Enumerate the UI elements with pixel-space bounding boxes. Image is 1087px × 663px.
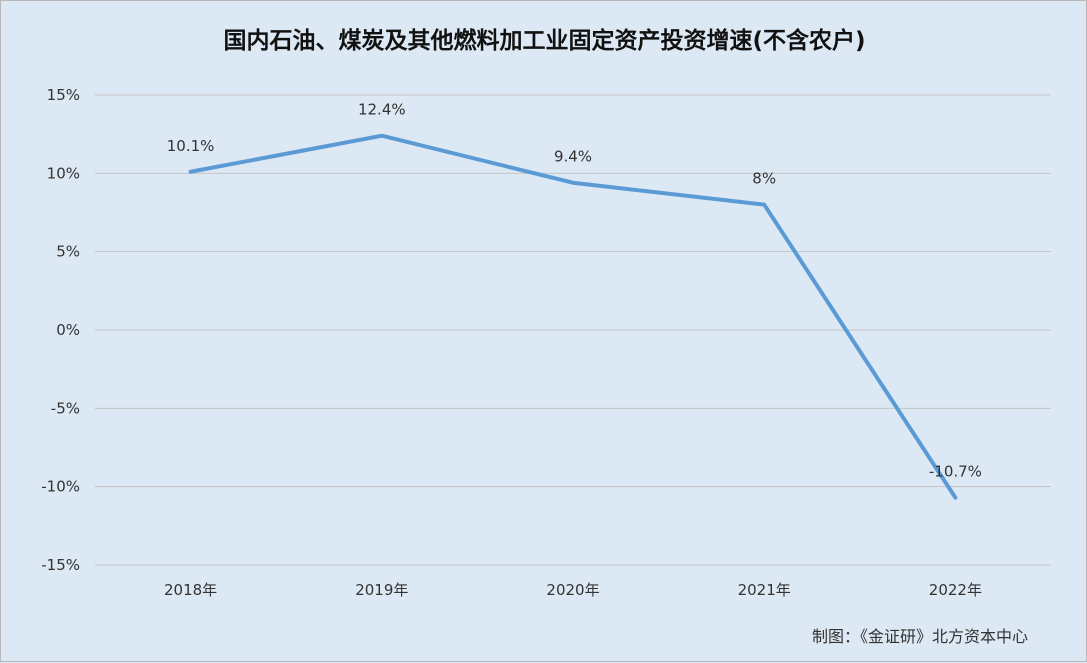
y-tick-label: -10% [41, 478, 80, 496]
y-tick-label: 5% [56, 243, 80, 261]
y-tick-label: -5% [51, 399, 80, 417]
x-tick-label: 2021年 [738, 581, 791, 599]
x-tick-label: 2020年 [546, 581, 599, 599]
gridlines [95, 94, 1051, 566]
source-credit: 制图：《金证研》北方资本中心 [811, 627, 1028, 646]
x-tick-label: 2019年 [355, 581, 408, 599]
data-labels: 10.1% 12.4% 9.4% 8% -10.7% [167, 101, 982, 481]
data-label: 9.4% [554, 148, 592, 166]
chart-title: 国内石油、煤炭及其他燃料加工业固定资产投资增速(不含农户) [223, 28, 866, 54]
x-tick-label: 2018年 [164, 581, 217, 599]
x-axis-ticks: 2018年 2019年 2020年 2021年 2022年 [164, 581, 982, 599]
data-label: 10.1% [167, 137, 215, 155]
series-line-path [188, 133, 958, 500]
y-tick-label: -15% [41, 556, 80, 574]
data-label: 8% [752, 170, 776, 188]
y-axis-ticks: 15% 10% 5% 0% -5% -10% -15% [41, 86, 80, 574]
data-label: -10.7% [929, 463, 982, 481]
y-tick-label: 15% [47, 86, 80, 104]
data-label: 12.4% [358, 101, 406, 119]
y-tick-label: 10% [47, 164, 80, 182]
x-tick-label: 2022年 [929, 581, 982, 599]
series-line [188, 133, 958, 500]
y-tick-label: 0% [56, 321, 80, 339]
